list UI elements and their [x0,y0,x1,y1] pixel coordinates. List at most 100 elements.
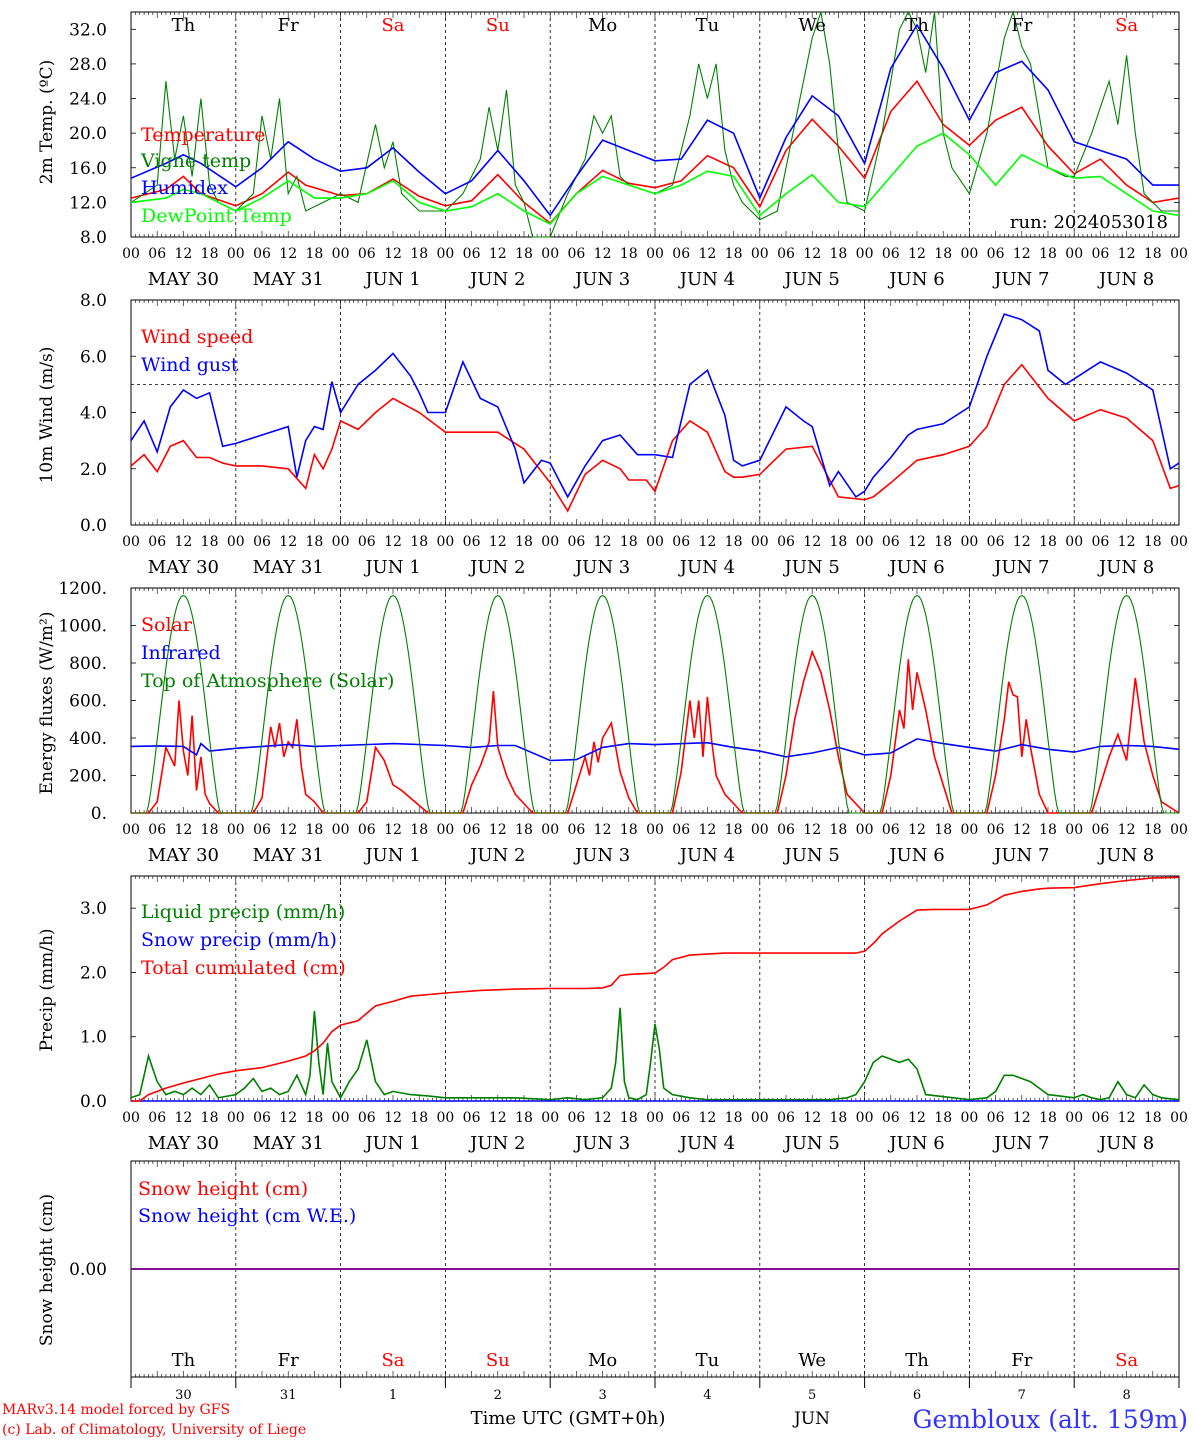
energy-y-tick-label: 1000. [58,617,107,637]
temp-y-tick-label: 8.0 [80,228,107,248]
temp-hour-tick-label: 00 [856,246,874,262]
energy-hour-tick-label: 18 [410,822,428,838]
temp-hour-tick-label: 18 [201,246,219,262]
day-number-label: 3 [598,1388,606,1403]
day-name-label: Sa [381,15,404,36]
wind-date-label: JUN 4 [678,557,735,578]
temp-date-label: JUN 5 [783,269,840,290]
precip-date-label: JUN 3 [573,1133,630,1154]
energy-hour-tick-label: 12 [1118,822,1136,838]
energy-hour-tick-label: 06 [672,822,690,838]
wind-hour-tick-label: 18 [725,534,743,550]
temp-hour-tick-label: 18 [1144,246,1162,262]
station-label: Gembloux (alt. 159m) [913,1405,1188,1434]
wind-hour-tick-label: 18 [201,534,219,550]
precip-hour-tick-label: 12 [489,1110,507,1126]
snow-day-name-label: Mo [588,1350,617,1371]
temp-hour-tick-label: 00 [646,246,664,262]
energy-date-label: MAY 31 [253,845,324,866]
precip-hour-tick-label: 12 [594,1110,612,1126]
energy-hour-tick-label: 06 [777,822,795,838]
energy-frame [130,587,1180,814]
precip-hour-tick-label: 06 [987,1110,1005,1126]
temp-hour-tick-label: 00 [122,246,140,262]
precip-hour-tick-label: 12 [1013,1110,1031,1126]
temp-series-line [130,23,1179,217]
wind-hour-tick-label: 06 [567,534,585,550]
precip-hour-tick-label: 06 [463,1110,481,1126]
precip-hour-tick-label: 12 [698,1110,716,1126]
energy-hour-tick-label: 18 [829,822,847,838]
energy-date-label: JUN 4 [678,845,735,866]
precip-date-label: JUN 5 [783,1133,840,1154]
energy-hour-tick-label: 00 [436,822,454,838]
temp-hour-tick-label: 00 [436,246,454,262]
precip-hour-tick-label: 00 [856,1110,874,1126]
snow-y-tick-label: 0.00 [69,1260,107,1280]
precip-hour-tick-label: 06 [358,1110,376,1126]
wind-date-label: JUN 5 [783,557,840,578]
wind-y-tick-label: 0.0 [80,516,107,536]
temp-hour-tick-label: 12 [803,246,821,262]
temp-hour-tick-label: 06 [672,246,690,262]
wind-hour-tick-label: 18 [305,534,323,550]
precip-hour-tick-label: 12 [279,1110,297,1126]
precip-hour-tick-label: 00 [751,1110,769,1126]
lab-credit: (c) Lab. of Climatology, University of L… [2,1422,306,1438]
wind-y-axis-label: 10m Wind (m/s) [37,347,57,484]
temp-hour-tick-label: 00 [751,246,769,262]
temp-hour-tick-label: 12 [698,246,716,262]
day-name-label: Tu [696,15,720,36]
energy-date-label: JUN 6 [887,845,944,866]
temp-hour-tick-label: 06 [1091,246,1109,262]
wind-hour-tick-label: 06 [253,534,271,550]
snow-day-name-label: Fr [1011,1350,1032,1371]
temp-hour-tick-label: 06 [253,246,271,262]
wind-hour-tick-label: 06 [882,534,900,550]
temp-series-line [130,79,1180,225]
energy-hour-tick-label: 00 [646,822,664,838]
day-number-label: 7 [1018,1388,1026,1403]
wind-hour-tick-label: 12 [594,534,612,550]
temp-legend-entry: Vigne temp [140,150,251,172]
temp-hour-tick-label: 06 [777,246,795,262]
energy-hour-tick-label: 00 [1170,822,1188,838]
energy-hour-tick-label: 00 [1065,822,1083,838]
temp-legend-entry: DewPoint Temp [141,205,292,227]
precip-hour-tick-label: 12 [1118,1110,1136,1126]
precip-y-axis-label: Precip (mm/h) [37,928,57,1051]
wind-hour-tick-label: 18 [410,534,428,550]
precip-legend-entry: Snow precip (mm/h) [141,929,337,951]
wind-hour-tick-label: 18 [1144,534,1162,550]
energy-legend-entry: Solar [141,614,193,636]
precip-legend-entry: Total cumulated (cm) [141,957,346,979]
snow-day-name-label: We [798,1350,826,1371]
temp-hour-tick-label: 06 [987,246,1005,262]
day-name-label: Fr [1011,15,1032,36]
energy-hour-tick-label: 18 [1144,822,1162,838]
temp-date-label: MAY 31 [253,269,324,290]
temp-hour-tick-label: 18 [829,246,847,262]
temp-series-line [130,10,1179,238]
snow-legend-entry: Snow height (cm W.E.) [138,1205,356,1227]
precip-y-tick-label: 0.0 [80,1092,107,1112]
temp-hour-tick-label: 06 [148,246,166,262]
energy-hour-tick-label: 18 [620,822,638,838]
energy-hour-tick-label: 12 [908,822,926,838]
time-axis-label: Time UTC (GMT+0h) [471,1408,666,1429]
wind-hour-tick-label: 06 [148,534,166,550]
day-number-label: 8 [1122,1388,1130,1403]
energy-hour-tick-label: 12 [279,822,297,838]
energy-hour-tick-label: 18 [934,822,952,838]
temp-hour-tick-label: 12 [489,246,507,262]
temp-date-label: JUN 4 [678,269,735,290]
energy-hour-tick-label: 06 [987,822,1005,838]
precip-hour-tick-label: 00 [1170,1110,1188,1126]
precip-hour-tick-label: 06 [1091,1110,1109,1126]
wind-y-tick-label: 6.0 [80,347,107,367]
energy-hour-tick-label: 00 [227,822,245,838]
snow-day-name-label: Sa [381,1350,404,1371]
wind-hour-tick-label: 00 [1065,534,1083,550]
energy-date-label: JUN 1 [363,845,420,866]
